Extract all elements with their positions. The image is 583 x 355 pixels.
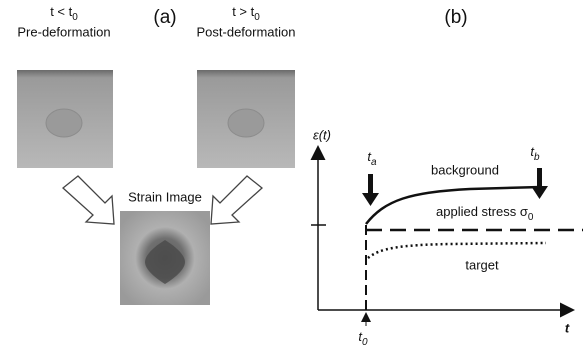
pre-image — [17, 70, 113, 168]
panel-label: (a) — [153, 7, 176, 28]
hollow-arrow — [211, 176, 262, 224]
condition-main: t > t — [232, 4, 254, 19]
target-curve — [368, 243, 546, 258]
curve-label: target — [465, 257, 499, 272]
down-arrow — [531, 168, 548, 199]
caption: Pre-deformation — [17, 24, 110, 39]
down-arrow — [362, 174, 379, 206]
y-axis-label: ε(t) — [313, 127, 331, 142]
curve-sub: 0 — [528, 212, 534, 223]
condition-sub: 0 — [72, 12, 78, 23]
ta-label: ta — [367, 149, 377, 167]
condition: t > t0 — [232, 4, 260, 22]
condition-sub: 0 — [254, 12, 260, 23]
hollow-arrow — [63, 176, 114, 224]
post-image — [197, 70, 295, 168]
caption: Strain Image — [128, 189, 202, 204]
strain-image — [120, 211, 210, 305]
figure: (a) t < t0 Pre-deformation t > t0 Post-d… — [0, 0, 583, 355]
curve-main: applied stress σ — [436, 204, 528, 219]
tb-label: tb — [530, 144, 540, 162]
condition-main: t < t — [50, 4, 72, 19]
t0-label: t0 — [358, 329, 368, 347]
caption: Post-deformation — [197, 24, 296, 39]
condition: t < t0 — [50, 4, 78, 22]
panel-label: (b) — [444, 7, 467, 28]
x-axis-label: t — [565, 320, 570, 335]
curve-label: applied stress σ0 — [436, 204, 534, 222]
curve-label: background — [431, 162, 499, 177]
t-sub: a — [371, 157, 377, 168]
t-sub: 0 — [362, 337, 368, 348]
t-sub: b — [534, 152, 540, 163]
